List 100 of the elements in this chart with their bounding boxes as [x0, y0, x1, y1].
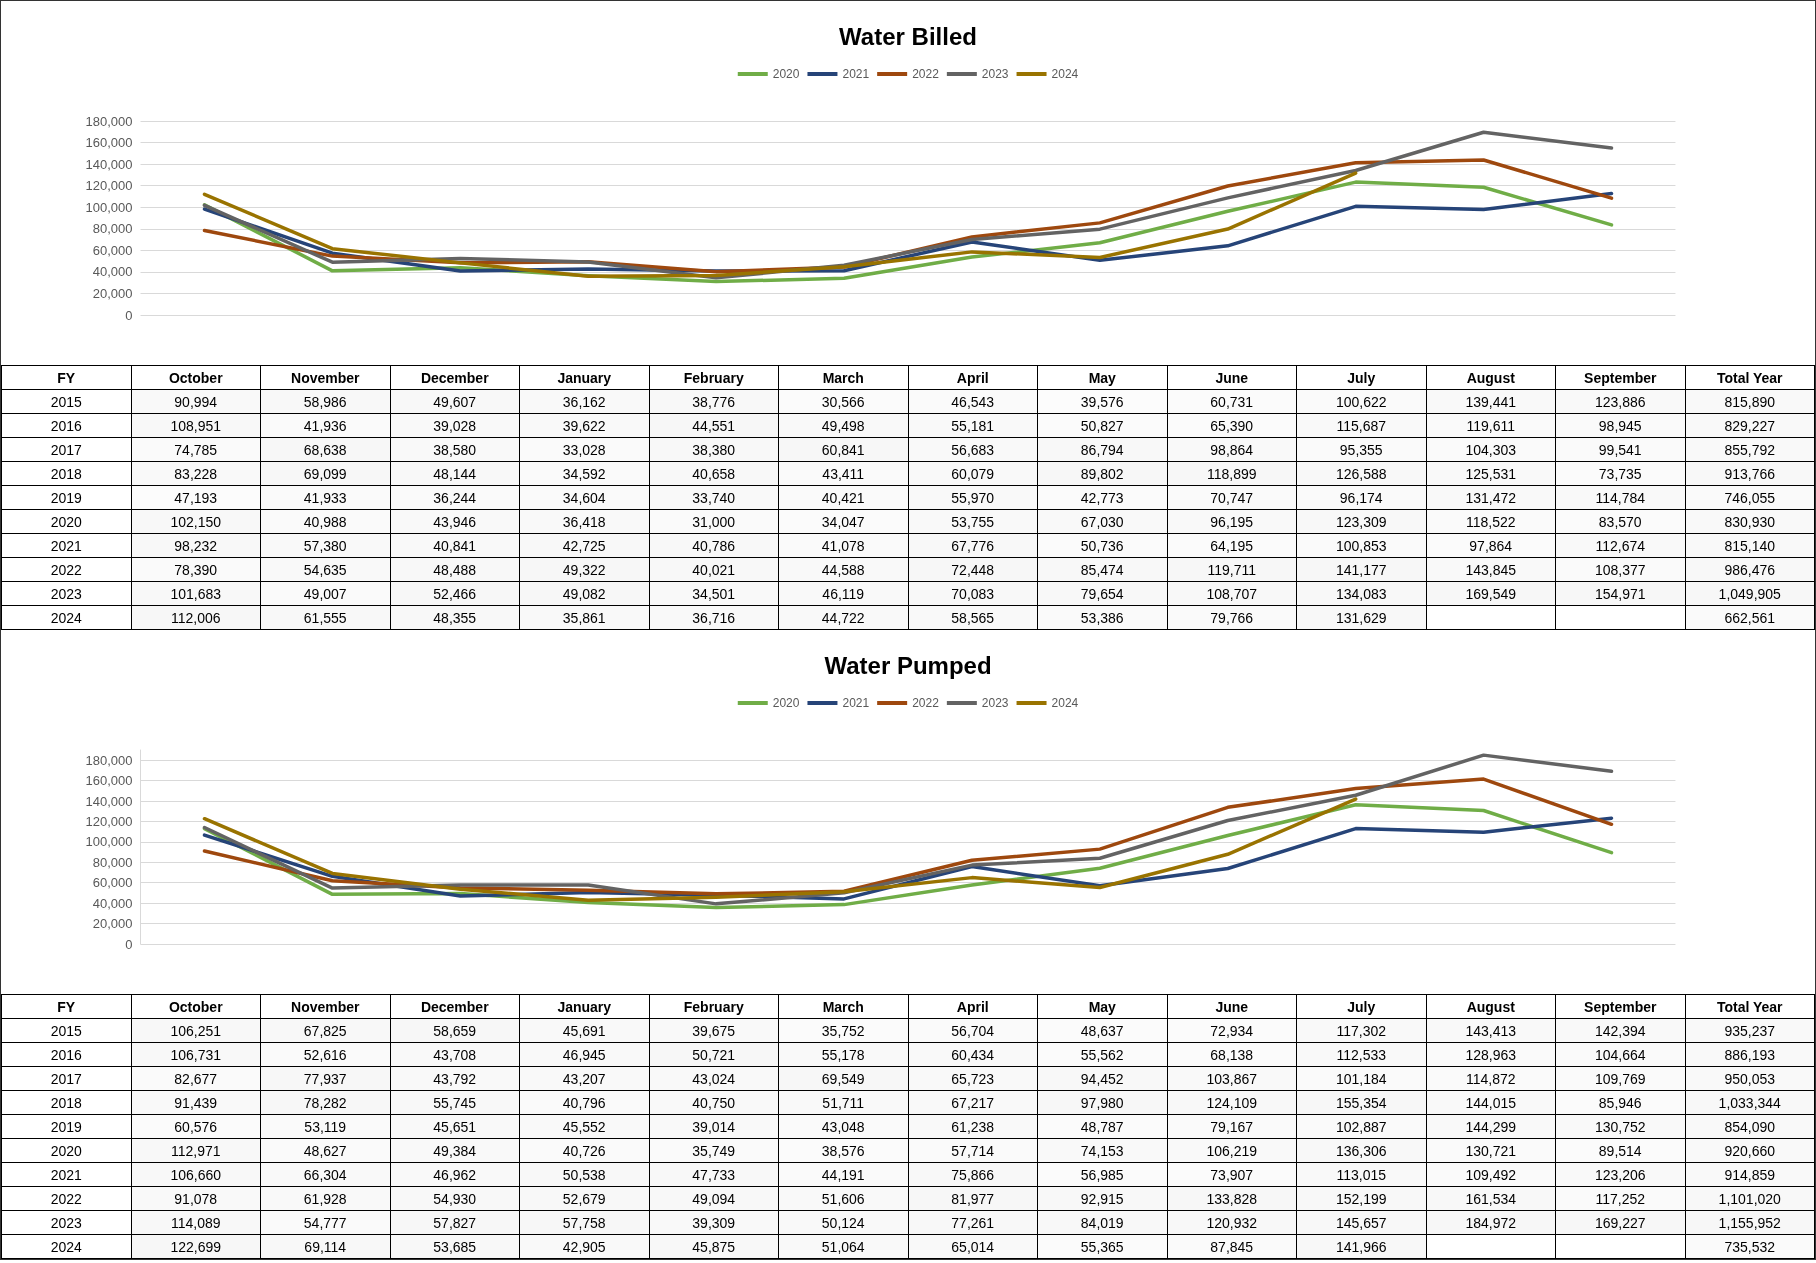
data-label: 40,021: [649, 557, 779, 582]
data-label: 55,970: [908, 485, 1038, 510]
data-label: 986,476: [1685, 557, 1815, 582]
data-label: 42,773: [1037, 485, 1167, 510]
data-label: 54,930: [390, 1186, 520, 1211]
data-label: 69,099: [260, 461, 390, 486]
data-label: 39,675: [649, 1018, 779, 1043]
data-label: 184,972: [1426, 1210, 1556, 1235]
data-label: 46,543: [908, 389, 1038, 414]
data-label: 130,721: [1426, 1138, 1556, 1163]
data-label: 108,377: [1555, 557, 1685, 582]
data-label: 46,119: [778, 581, 908, 606]
data-label: 1,033,344: [1685, 1090, 1815, 1115]
data-label: 53,386: [1037, 605, 1167, 630]
data-label: 45,651: [390, 1114, 520, 1139]
data-label: 43,048: [778, 1114, 908, 1139]
data-label: 61,928: [260, 1186, 390, 1211]
data-label: 109,492: [1426, 1162, 1556, 1187]
legend-label: 2022: [912, 696, 940, 710]
data-label: 79,654: [1037, 581, 1167, 606]
data-label: 57,380: [260, 533, 390, 558]
data-label: 102,887: [1296, 1114, 1426, 1139]
x-tick-label: May: [1037, 994, 1167, 1019]
data-label: 48,627: [260, 1138, 390, 1163]
data-label: 60,731: [1167, 389, 1297, 414]
data-label: 72,448: [908, 557, 1038, 582]
data-label: 48,355: [390, 605, 520, 630]
data-label: 913,766: [1685, 461, 1815, 486]
data-label: 43,792: [390, 1066, 520, 1091]
data-label: 169,549: [1426, 581, 1556, 606]
data-label: 65,723: [908, 1066, 1038, 1091]
data-label: 35,861: [519, 605, 649, 630]
data-label: 886,193: [1685, 1042, 1815, 1067]
data-label: 43,207: [519, 1066, 649, 1091]
data-label: 58,659: [390, 1018, 520, 1043]
data-label: 68,138: [1167, 1042, 1297, 1067]
data-label: 118,899: [1167, 461, 1297, 486]
x-tick-label: September: [1555, 365, 1685, 390]
y-tick-label: 2023: [1, 581, 131, 606]
data-label: 70,083: [908, 581, 1038, 606]
data-label: 68,638: [260, 437, 390, 462]
x-tick-label: June: [1167, 365, 1297, 390]
data-label: 38,380: [649, 437, 779, 462]
data-label: 51,064: [778, 1234, 908, 1259]
data-label: 53,119: [260, 1114, 390, 1139]
legend-label: 2023: [981, 696, 1009, 710]
y-tick-label: 20,000: [92, 916, 133, 932]
data-label: 30,566: [778, 389, 908, 414]
data-label: 61,555: [260, 605, 390, 630]
data-label: 64,195: [1167, 533, 1297, 558]
data-label: 144,015: [1426, 1090, 1556, 1115]
data-label: 96,174: [1296, 485, 1426, 510]
data-label: 154,971: [1555, 581, 1685, 606]
x-tick-label: July: [1296, 365, 1426, 390]
data-label: 55,181: [908, 413, 1038, 438]
data-label: 74,785: [131, 437, 261, 462]
data-label: 48,144: [390, 461, 520, 486]
data-label: 55,178: [778, 1042, 908, 1067]
data-label: 91,439: [131, 1090, 261, 1115]
data-label: 131,629: [1296, 605, 1426, 630]
data-label: 39,576: [1037, 389, 1167, 414]
legend-label: 2022: [912, 67, 940, 81]
data-label: 144,299: [1426, 1114, 1556, 1139]
data-label: 117,252: [1555, 1186, 1685, 1211]
x-tick-label: February: [649, 994, 779, 1019]
y-tick-label: 2024: [1, 605, 131, 630]
data-label: 829,227: [1685, 413, 1815, 438]
data-label: 119,611: [1426, 413, 1556, 438]
line-series: [202, 797, 1358, 902]
data-label: 50,124: [778, 1210, 908, 1235]
data-label: 109,769: [1555, 1066, 1685, 1091]
data-label: 141,177: [1296, 557, 1426, 582]
data-label: 35,749: [649, 1138, 779, 1163]
data-label: 77,937: [260, 1066, 390, 1091]
data-label: 128,963: [1426, 1042, 1556, 1067]
data-label: 133,828: [1167, 1186, 1297, 1211]
data-label: 125,531: [1426, 461, 1556, 486]
y-tick-label: 120,000: [85, 813, 133, 829]
data-label: 114,089: [131, 1210, 261, 1235]
data-label: 854,090: [1685, 1114, 1815, 1139]
data-label: 47,193: [131, 485, 261, 510]
y-tick-label: 180,000: [85, 113, 133, 129]
data-label: 97,980: [1037, 1090, 1167, 1115]
data-label: 49,007: [260, 581, 390, 606]
data-label: 935,237: [1685, 1018, 1815, 1043]
x-tick-label: October: [131, 994, 261, 1019]
data-label: 118,522: [1426, 509, 1556, 534]
data-label: 49,384: [390, 1138, 520, 1163]
data-label: 44,722: [778, 605, 908, 630]
x-tick-label: December: [390, 994, 520, 1019]
y-tick-label: 160,000: [85, 135, 133, 151]
legend-label: 2021: [842, 67, 870, 81]
y-tick-label: 0: [125, 307, 133, 323]
y-tick-label: 2017: [1, 437, 131, 462]
data-label: 106,660: [131, 1162, 261, 1187]
x-tick-label: April: [908, 365, 1038, 390]
data-label: 46,962: [390, 1162, 520, 1187]
data-label: 45,875: [649, 1234, 779, 1259]
data-label: 53,755: [908, 509, 1038, 534]
data-label: 106,731: [131, 1042, 261, 1067]
